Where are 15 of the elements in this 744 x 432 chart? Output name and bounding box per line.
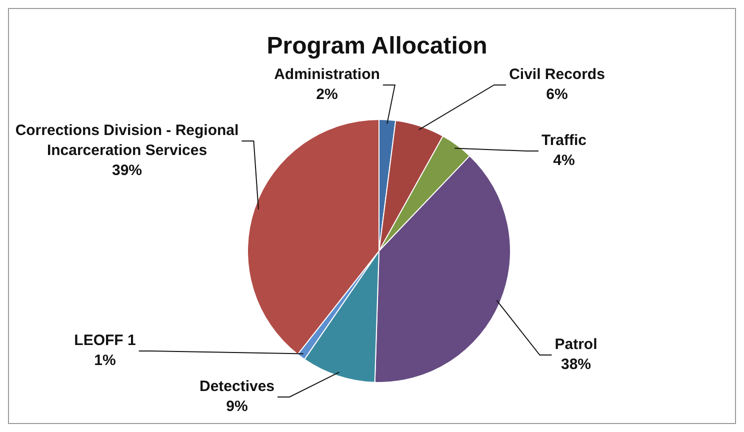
slice-label: Traffic <box>541 132 587 150</box>
data-label: 2% <box>316 86 338 104</box>
data-label: 9% <box>226 398 248 416</box>
data-label: 1% <box>94 352 116 370</box>
data-label: 6% <box>546 86 568 104</box>
data-label: 38% <box>560 356 592 374</box>
data-label: 39% <box>112 162 142 180</box>
slice-label: Administration <box>274 66 380 84</box>
chart-title: Program Allocation <box>266 32 488 60</box>
slice-label: Civil Records <box>509 66 605 84</box>
slice-label: LEOFF 1 <box>74 332 136 350</box>
slice-label: Detectives <box>199 378 275 396</box>
slice-label: Corrections Division - Regional Incarceration Services <box>15 122 239 160</box>
slice-label: Patrol <box>554 336 598 354</box>
data-label: 4% <box>553 152 575 170</box>
